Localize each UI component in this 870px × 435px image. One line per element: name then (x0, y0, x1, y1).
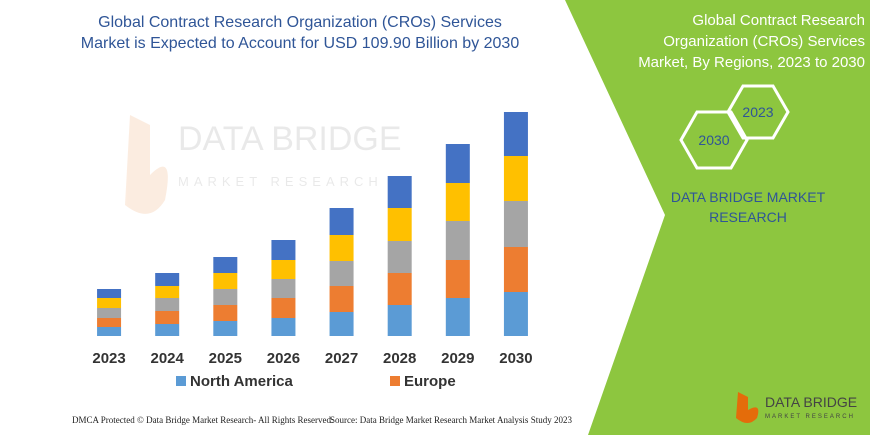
bar-segment (97, 327, 122, 336)
bar-segment (97, 318, 122, 327)
legend-swatch (176, 376, 186, 386)
bar-segment (155, 311, 180, 324)
bar-segment (329, 286, 354, 312)
bar-segment (271, 279, 296, 298)
legend-label: North America (190, 373, 293, 390)
footer-right: Source: Data Bridge Market Research Mark… (330, 415, 572, 425)
bar-segment (213, 289, 238, 305)
bar-segment (271, 318, 296, 336)
logo-icon (736, 392, 759, 423)
bar-segment (329, 261, 354, 286)
bar-segment (97, 308, 122, 318)
bar-segment (445, 298, 470, 336)
hexagon-label: 2023 (742, 104, 773, 120)
bar-segment (387, 305, 412, 336)
watermark-icon (125, 115, 168, 214)
x-tick-label: 2025 (209, 350, 242, 367)
bar-segment (329, 208, 354, 235)
bar-segment (387, 208, 412, 241)
watermark-tagline: MARKET RESEARCH (178, 174, 383, 189)
bar-segment (213, 305, 238, 321)
bar-segment (97, 298, 122, 308)
hexagon-label: 2030 (698, 132, 729, 148)
bar-segment (213, 321, 238, 336)
bar-segment (271, 298, 296, 318)
bar-segment (155, 324, 180, 336)
panel-brand: DATA BRIDGE MARKET RESEARCH (670, 189, 826, 225)
panel-title: Global Contract Research Organization (C… (638, 12, 865, 71)
bar-segment (155, 273, 180, 286)
bar-segment (445, 183, 470, 221)
bar-segment (271, 260, 296, 279)
legend-swatch (390, 376, 400, 386)
watermark: DATA BRIDGE MARKET RESEARCH (125, 115, 402, 214)
bar-segment (503, 292, 528, 336)
bar-segment (503, 247, 528, 292)
bar-segment (387, 176, 412, 208)
footer-left: DMCA Protected © Data Bridge Market Rese… (72, 415, 334, 425)
chart-title: Global Contract Research Organization (C… (80, 14, 520, 52)
bar-segment (503, 156, 528, 201)
logo-tagline: MARKET RESEARCH (765, 414, 855, 420)
bar-segment (445, 221, 470, 260)
x-tick-label: 2027 (325, 350, 358, 367)
logo-name: DATA BRIDGE (765, 394, 857, 410)
x-tick-label: 2028 (383, 350, 416, 367)
bar-segment (503, 201, 528, 247)
bar-segment (503, 112, 528, 156)
x-tick-label: 2024 (151, 350, 185, 367)
bar-segment (329, 312, 354, 336)
bar-segment (213, 273, 238, 289)
watermark-name: DATA BRIDGE (178, 120, 402, 158)
hexagon (679, 110, 749, 170)
bar-segment (155, 286, 180, 298)
bar-segment (445, 260, 470, 298)
bar-segment (445, 144, 470, 183)
x-tick-label: 2029 (441, 350, 474, 367)
bar-segment (329, 235, 354, 261)
bar-segment (97, 289, 122, 298)
legend-label: Europe (404, 373, 456, 390)
hexagon (726, 84, 790, 140)
x-tick-label: 2030 (499, 350, 532, 367)
green-panel (565, 0, 870, 435)
bar-segment (387, 241, 412, 273)
bar-segment (387, 273, 412, 305)
bar-segment (271, 240, 296, 260)
x-tick-label: 2023 (92, 350, 125, 367)
bar-segment (155, 298, 180, 311)
x-tick-label: 2026 (267, 350, 300, 367)
bar-segment (213, 257, 238, 273)
